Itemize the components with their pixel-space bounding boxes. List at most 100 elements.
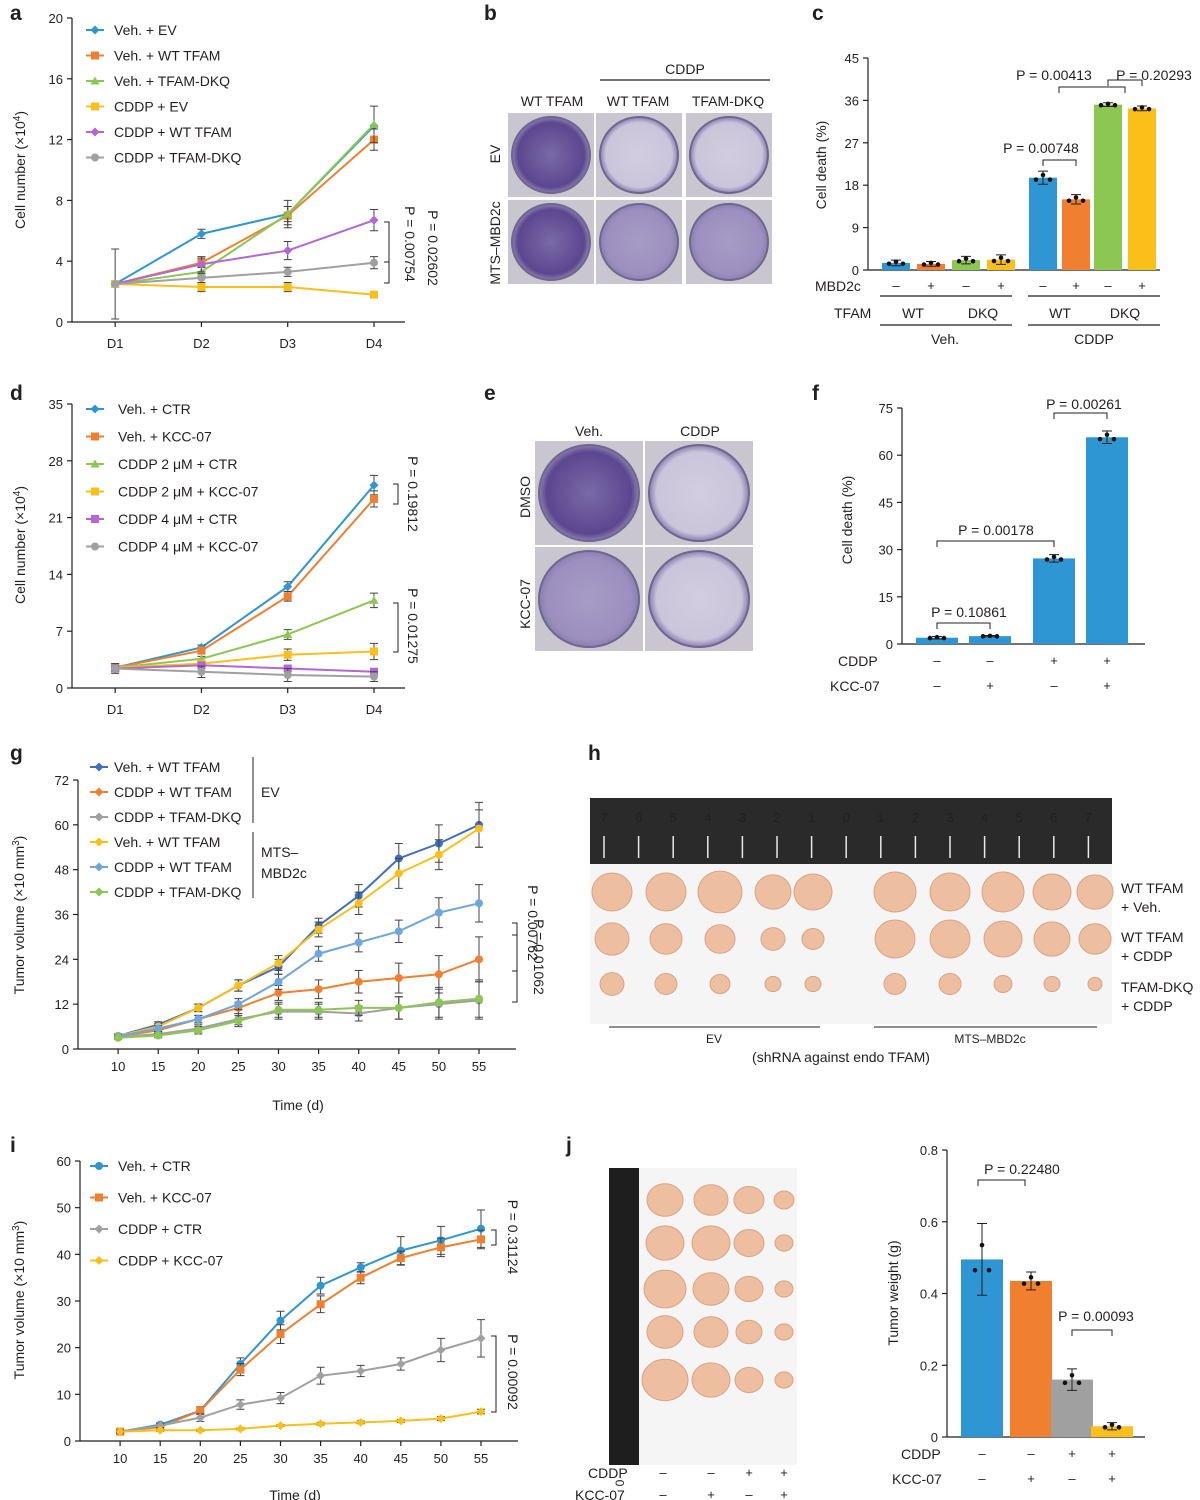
j-ruler	[609, 1168, 639, 1465]
i-point	[316, 1300, 325, 1309]
g-point	[434, 850, 443, 859]
g-x-tick-label: 20	[191, 1059, 205, 1074]
c-tfam-label: DKQ	[1110, 305, 1140, 321]
j-tumor	[733, 1186, 765, 1214]
c-dot	[998, 255, 1004, 261]
j-tumor	[691, 1362, 731, 1398]
h-ruler-number: 7	[600, 810, 607, 825]
c-mbd2c-sign: –	[962, 278, 970, 293]
i-point	[316, 1419, 326, 1429]
a-y-tick-label: 20	[49, 11, 63, 26]
h-tumor	[804, 975, 822, 993]
e-col-label: Veh.	[575, 423, 603, 439]
f-dot	[927, 635, 933, 641]
i-legend-label: Veh. + KCC-07	[118, 1190, 212, 1206]
b-dish-0-2	[689, 116, 769, 194]
i-series-line-3	[120, 1410, 482, 1433]
f-bracket-3	[1053, 412, 1108, 419]
h-tumor	[993, 974, 1013, 994]
h-tumor	[801, 928, 825, 950]
f-row1-label: CDDP	[838, 653, 878, 669]
i-legend-label: CDDP + KCC-07	[118, 1253, 223, 1269]
d-point	[369, 595, 379, 604]
a-legend-label: CDDP + TFAM-DKQ	[114, 150, 242, 166]
d-legend-marker	[91, 487, 99, 496]
i-point	[235, 1424, 245, 1434]
i-point	[276, 1421, 285, 1431]
a-point	[283, 246, 293, 256]
g-point	[274, 977, 283, 986]
g-group-label: MBD2c	[261, 865, 307, 881]
c-dot	[1005, 258, 1011, 264]
c-dot	[1047, 177, 1053, 182]
a-series-line-4	[114, 219, 375, 285]
g-point	[194, 1003, 203, 1012]
j-row1-sign: +	[780, 1465, 788, 1480]
i-point	[396, 1359, 406, 1369]
g-point	[234, 1016, 243, 1025]
j-tumor	[646, 1183, 684, 1217]
e-dish-0-0	[538, 444, 640, 542]
g-pvalue-1: P = 0.00762	[525, 885, 541, 961]
g-series-line-5	[118, 997, 480, 1039]
a-bracket-1	[384, 221, 390, 263]
f-bar	[1086, 437, 1128, 644]
panel-label-b: b	[484, 2, 497, 25]
g-point	[354, 977, 363, 986]
j2-y-axis-title: Tumor weight (g)	[885, 1240, 901, 1345]
c-dot	[1146, 106, 1152, 112]
c-dot	[893, 259, 899, 265]
c-bar	[1029, 177, 1057, 270]
f-dot	[1051, 554, 1057, 560]
a-point	[197, 283, 206, 292]
g-point	[114, 1033, 123, 1042]
j2-dot	[1076, 1380, 1082, 1386]
f-y-tick-label: 60	[879, 448, 893, 463]
i-point	[356, 1273, 365, 1282]
d-point	[283, 671, 292, 680]
g-point	[434, 908, 443, 917]
g-x-tick-label: 50	[432, 1059, 446, 1074]
h-ruler-number: 0	[843, 810, 850, 825]
i-y-tick-label: 10	[57, 1387, 71, 1402]
c-row-mbd2c-label: MBD2c	[815, 278, 861, 294]
a-y-tick-label: 12	[49, 133, 63, 148]
g-x-tick-label: 45	[392, 1059, 406, 1074]
f-row2-sign: –	[933, 678, 941, 693]
a-legend-marker	[91, 153, 99, 162]
j2-dot	[979, 1242, 985, 1248]
f-dot	[941, 635, 947, 641]
g-bracket-1	[512, 934, 518, 972]
j2-dot	[972, 1267, 978, 1273]
j2-row2-sign: –	[978, 1471, 986, 1486]
h-tumor	[874, 919, 916, 959]
g-point	[274, 959, 283, 968]
h-ruler-number: 1	[877, 810, 884, 825]
h-ruler-number: 2	[773, 810, 780, 825]
i-point	[316, 1281, 325, 1290]
c-bracket-1	[1042, 159, 1077, 166]
d-point	[370, 494, 378, 503]
g-point	[234, 981, 243, 990]
a-legend-marker	[91, 51, 99, 60]
c-dot	[1139, 105, 1145, 110]
j2-row2-label: KCC-07	[892, 1471, 942, 1487]
i-pvalue-1: P = 0.31124	[505, 1200, 521, 1275]
a-point	[370, 258, 378, 267]
h-tumor	[981, 871, 1025, 913]
d-point	[283, 629, 293, 638]
i-point	[236, 1365, 245, 1374]
a-point	[197, 273, 206, 282]
i-x-tick-label: 10	[113, 1451, 127, 1466]
i-point	[436, 1414, 446, 1424]
g-y-tick-label: 36	[55, 908, 69, 923]
a-point	[111, 280, 120, 288]
h-ruler-number: 2	[912, 810, 919, 825]
d-pvalue-1: P = 0.19812	[405, 456, 421, 532]
g-point	[475, 824, 483, 833]
h-tumor	[754, 874, 792, 910]
h-tumor	[873, 871, 917, 913]
i-y-tick-label: 50	[57, 1201, 71, 1216]
g-point	[154, 1024, 163, 1033]
f-pvalue-1: P = 0.10861	[931, 604, 1007, 620]
